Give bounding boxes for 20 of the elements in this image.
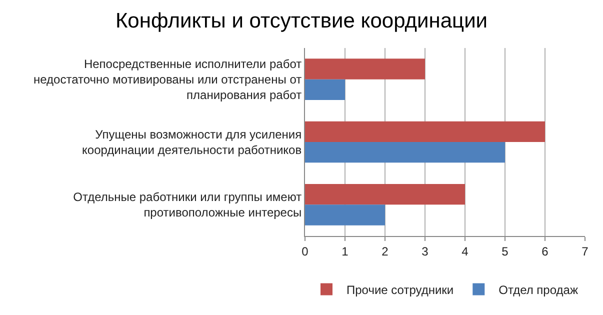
chart-title: Конфликты и отсутствие координации <box>115 9 488 32</box>
x-tick-label: 6 <box>542 244 549 258</box>
legend-label: Отдел продаж <box>498 282 578 297</box>
bar <box>305 184 465 205</box>
y-tick-label: Непосредственные исполнители работ недостаточно мотивированы или отстранены от планирования работ <box>34 56 302 102</box>
bar <box>305 79 345 100</box>
x-tick-label: 3 <box>422 244 429 258</box>
bar <box>305 121 545 142</box>
bar <box>305 204 385 226</box>
x-tick-label: 4 <box>462 244 469 258</box>
bar <box>305 58 425 80</box>
x-tick-label: 2 <box>382 244 389 258</box>
x-tick-label: 7 <box>582 244 589 258</box>
y-tick-label: Отдельные работники или группы имеют противоположные интересы <box>73 190 302 220</box>
x-tick-label: 1 <box>342 244 349 258</box>
y-tick-label: Упущены возможности для усиления координации деятельности работников <box>82 127 302 157</box>
x-tick-label: 0 <box>302 244 309 258</box>
bar <box>305 142 505 163</box>
legend-label: Прочие сотрудники <box>346 282 454 297</box>
x-tick-label: 5 <box>502 244 509 258</box>
